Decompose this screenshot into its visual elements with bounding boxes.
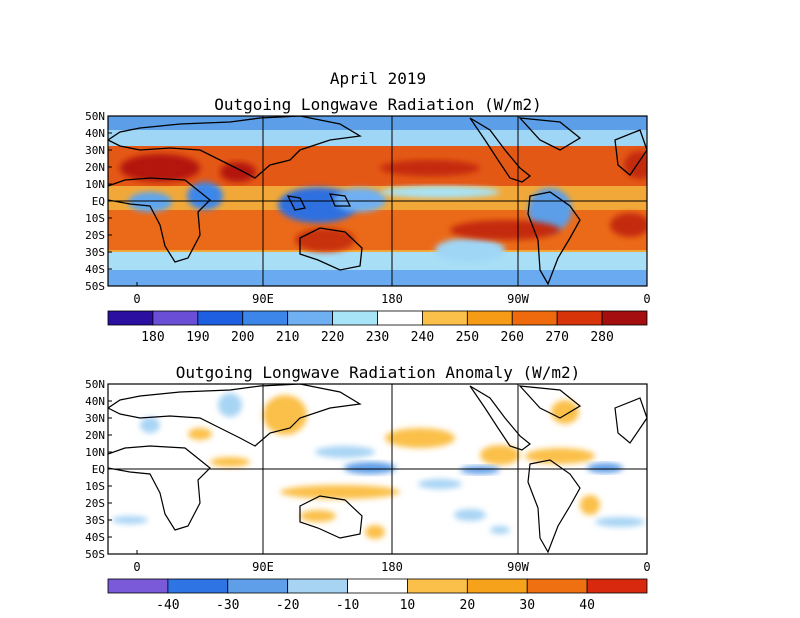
- colorbar-swatch: [287, 310, 333, 326]
- colorbar-swatch: [556, 310, 603, 326]
- colorbar-swatch: [511, 310, 558, 326]
- colorbar-label: -20: [276, 598, 299, 613]
- top-lon-axis: 0 90E 180 90W 0: [133, 282, 651, 306]
- colorbar-swatch: [197, 310, 244, 326]
- colorbar-swatch: [167, 578, 229, 594]
- colorbar-swatch: [601, 310, 648, 326]
- top-panel: Outgoing Longwave Radiation (W/m2): [85, 95, 651, 345]
- lon-tick-label: 90W: [507, 560, 529, 574]
- colorbar-label: 30: [519, 598, 535, 613]
- lat-tick-label: 50S: [85, 280, 105, 293]
- colorbar-swatch: [152, 310, 199, 326]
- colorbar-swatch: [586, 578, 648, 594]
- lat-tick-label: 10S: [85, 480, 105, 493]
- colorbar-label: 200: [231, 330, 254, 345]
- colorbar-swatch: [466, 310, 513, 326]
- lat-tick-label: 10N: [85, 178, 105, 191]
- lat-tick-label: 20N: [85, 161, 105, 174]
- colorbar-swatch: [242, 310, 289, 326]
- colorbar-label: 230: [366, 330, 389, 345]
- colorbar-label: 280: [590, 330, 613, 345]
- colorbar-label: 40: [579, 598, 595, 613]
- colorbar-label: -30: [216, 598, 239, 613]
- lon-tick-label: 0: [643, 292, 650, 306]
- bottom-lat-axis: 50N 40N 30N 20N 10N EQ 10S 20S 30S 40S 50S: [85, 378, 112, 561]
- colorbar-swatch: [332, 310, 378, 326]
- lon-tick-label: 180: [381, 560, 403, 574]
- colorbar-label: 250: [456, 330, 479, 345]
- lat-tick-label: EQ: [92, 195, 105, 208]
- colorbar-label: 190: [186, 330, 209, 345]
- lat-tick-label: 20N: [85, 429, 105, 442]
- colorbar-label: 270: [545, 330, 568, 345]
- colorbar-swatch: [227, 578, 289, 594]
- colorbar-swatch: [107, 578, 169, 594]
- colorbar-label: 260: [501, 330, 524, 345]
- colorbar-label: 240: [411, 330, 434, 345]
- colorbar-label: 20: [460, 598, 476, 613]
- lat-tick-label: 50N: [85, 110, 105, 123]
- top-panel-title: Outgoing Longwave Radiation (W/m2): [214, 95, 542, 114]
- colorbar-swatch: [407, 578, 468, 594]
- lon-tick-label: 0: [133, 292, 140, 306]
- colorbar-swatch: [377, 310, 423, 326]
- lat-tick-label: 30S: [85, 514, 105, 527]
- colorbar-swatch: [347, 578, 408, 594]
- bottom-lon-axis: 0 90E 180 90W 0: [133, 550, 651, 574]
- lat-tick-label: 10N: [85, 446, 105, 459]
- colorbar-swatch: [287, 578, 348, 594]
- lon-tick-label: 90W: [507, 292, 529, 306]
- bottom-panel: Outgoing Longwave Radiation Anomaly (W/m…: [85, 363, 650, 613]
- colorbar-label: 210: [276, 330, 299, 345]
- lat-tick-label: EQ: [92, 463, 105, 476]
- colorbar-label: 10: [400, 598, 416, 613]
- lat-tick-label: 50N: [85, 378, 105, 391]
- bottom-coastlines: [108, 384, 647, 554]
- lat-tick-label: 50S: [85, 548, 105, 561]
- lat-tick-label: 30N: [85, 412, 105, 425]
- colorbar-swatch: [107, 310, 154, 326]
- colorbar-label: 180: [141, 330, 164, 345]
- bottom-colorbar: -40 -30 -20 -10 10 20 30 40: [107, 578, 648, 613]
- top-colorbar: 180 190 200 210 220 230 240 250 260 270 280: [107, 310, 648, 345]
- lat-tick-label: 40N: [85, 127, 105, 140]
- colorbar-label: -40: [156, 598, 179, 613]
- lon-tick-label: 180: [381, 292, 403, 306]
- lon-tick-label: 0: [643, 560, 650, 574]
- lat-tick-label: 20S: [85, 497, 105, 510]
- colorbar-swatch: [526, 578, 588, 594]
- lat-tick-label: 20S: [85, 229, 105, 242]
- top-lat-axis: 50N 40N 30N 20N 10N EQ 10S 20S 30S 40S 50S: [85, 110, 112, 293]
- lat-tick-label: 40S: [85, 531, 105, 544]
- lon-tick-label: 90E: [252, 292, 274, 306]
- lat-tick-label: 40S: [85, 263, 105, 276]
- lon-tick-label: 0: [133, 560, 140, 574]
- top-map-field: [108, 116, 647, 286]
- colorbar-swatch: [422, 310, 468, 326]
- colorbar-label: -10: [336, 598, 359, 613]
- lat-tick-label: 10S: [85, 212, 105, 225]
- lat-tick-label: 40N: [85, 395, 105, 408]
- lon-tick-label: 90E: [252, 560, 274, 574]
- colorbar-label: 220: [321, 330, 344, 345]
- colorbar-swatch: [466, 578, 528, 594]
- lat-tick-label: 30N: [85, 144, 105, 157]
- bottom-panel-title: Outgoing Longwave Radiation Anomaly (W/m…: [176, 363, 581, 382]
- lat-tick-label: 30S: [85, 246, 105, 259]
- figure-title: April 2019: [330, 69, 426, 88]
